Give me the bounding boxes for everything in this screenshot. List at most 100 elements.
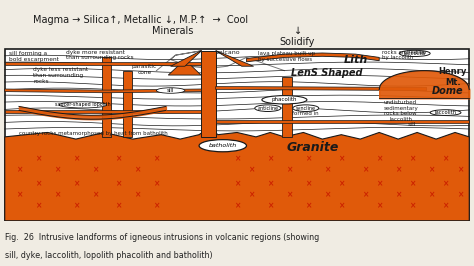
Polygon shape [5,128,469,221]
Text: ×: × [456,165,463,174]
Text: laccolith: laccolith [435,110,456,115]
Polygon shape [246,53,379,62]
Text: ×: × [73,179,79,188]
Text: sill: sill [167,88,174,93]
Text: ×: × [73,155,79,164]
Text: sill: sill [408,122,417,127]
Text: volcano: volcano [216,50,240,55]
Text: ×: × [16,165,22,174]
Polygon shape [5,62,201,65]
Text: parasitic
cone: parasitic cone [132,64,157,75]
Text: ×: × [234,155,240,164]
Polygon shape [168,62,201,75]
Ellipse shape [255,105,281,111]
Polygon shape [123,71,132,137]
Polygon shape [216,86,427,90]
Text: ×: × [338,179,345,188]
Text: ×: × [409,155,416,164]
Text: ×: × [54,165,60,174]
Text: batholith: batholith [209,143,237,148]
Text: dyke more resistant
than surrounding rocks: dyke more resistant than surrounding roc… [66,50,134,60]
Text: ×: × [362,190,368,199]
Text: ×: × [442,201,449,210]
Text: Granite: Granite [287,142,339,155]
Text: ×: × [267,201,273,210]
Text: syncline: syncline [296,106,316,111]
Text: ×: × [134,165,141,174]
Text: Magma → Silica↑, Metallic ↓, M.P.↑  →  Cool: Magma → Silica↑, Metallic ↓, M.P.↑ → Coo… [33,15,248,25]
Text: ×: × [267,155,273,164]
Text: Minerals: Minerals [152,26,193,36]
Ellipse shape [156,88,185,93]
Text: saucer-shaped lopolith: saucer-shaped lopolith [55,102,111,107]
Text: ↓: ↓ [294,26,302,36]
Ellipse shape [430,110,461,115]
Polygon shape [102,57,111,137]
Text: Lith: Lith [344,55,368,65]
Text: ×: × [428,190,435,199]
Ellipse shape [399,50,430,56]
Text: dyke less resistant
than surrounding
rocks: dyke less resistant than surrounding roc… [33,67,88,84]
Text: sill, dyke, laccolith, lopolith phacolith and batholith): sill, dyke, laccolith, lopolith phacolit… [5,251,212,260]
Text: Henry
Mt.: Henry Mt. [438,67,467,87]
Text: ×: × [338,201,345,210]
Text: ×: × [324,190,330,199]
Text: ×: × [409,201,416,210]
Text: Dome: Dome [432,86,464,95]
Text: ×: × [305,179,311,188]
Text: phacolith: phacolith [272,97,297,102]
Polygon shape [201,51,216,137]
Text: ×: × [35,201,41,210]
Text: ×: × [409,179,416,188]
Text: country rocks metamorphosed by heat from batholith: country rocks metamorphosed by heat from… [19,131,168,136]
Text: ×: × [338,155,345,164]
Text: ×: × [91,165,98,174]
Text: ×: × [234,201,240,210]
Text: ×: × [376,201,383,210]
Ellipse shape [262,95,307,104]
Text: ×: × [35,155,41,164]
Text: ×: × [286,190,292,199]
Text: Solidify: Solidify [280,37,315,47]
Text: ×: × [115,155,122,164]
Text: LenS Shaped: LenS Shaped [292,68,363,78]
Text: ×: × [16,190,22,199]
Text: Fig.  26  Intrusive landforms of igneous intrusions in volcanic regions (showing: Fig. 26 Intrusive landforms of igneous i… [5,234,319,242]
Text: ×: × [153,201,160,210]
Text: ×: × [248,190,255,199]
Text: ×: × [91,190,98,199]
Text: ×: × [376,155,383,164]
Text: ×: × [442,155,449,164]
Text: ×: × [153,179,160,188]
Text: ×: × [305,201,311,210]
Text: lava plateau built up
by successive flows: lava plateau built up by successive flow… [258,51,316,62]
Polygon shape [5,110,201,113]
Text: ×: × [234,179,240,188]
Text: ×: × [73,201,79,210]
Text: ×: × [286,165,292,174]
Text: ×: × [428,165,435,174]
Polygon shape [5,89,201,93]
Text: ×: × [54,190,60,199]
Polygon shape [216,120,469,123]
Polygon shape [171,51,201,66]
Text: ×: × [324,165,330,174]
Polygon shape [282,77,292,137]
Ellipse shape [59,102,107,108]
Ellipse shape [199,140,246,152]
Polygon shape [216,51,254,66]
Text: ×: × [115,179,122,188]
Text: rocks arched up
by laccolith: rocks arched up by laccolith [382,50,426,60]
Text: ×: × [376,179,383,188]
Ellipse shape [292,105,319,111]
Text: ×: × [395,165,401,174]
Text: ×: × [267,179,273,188]
Text: ×: × [442,179,449,188]
Text: ×: × [153,155,160,164]
Text: undisturbed
sedimentary
rocks below
laccolith: undisturbed sedimentary rocks below lacc… [383,100,418,122]
Text: formed in: formed in [292,111,319,117]
FancyBboxPatch shape [5,49,469,221]
Text: laccolith: laccolith [404,51,426,56]
Text: ×: × [248,165,255,174]
Text: ×: × [456,190,463,199]
